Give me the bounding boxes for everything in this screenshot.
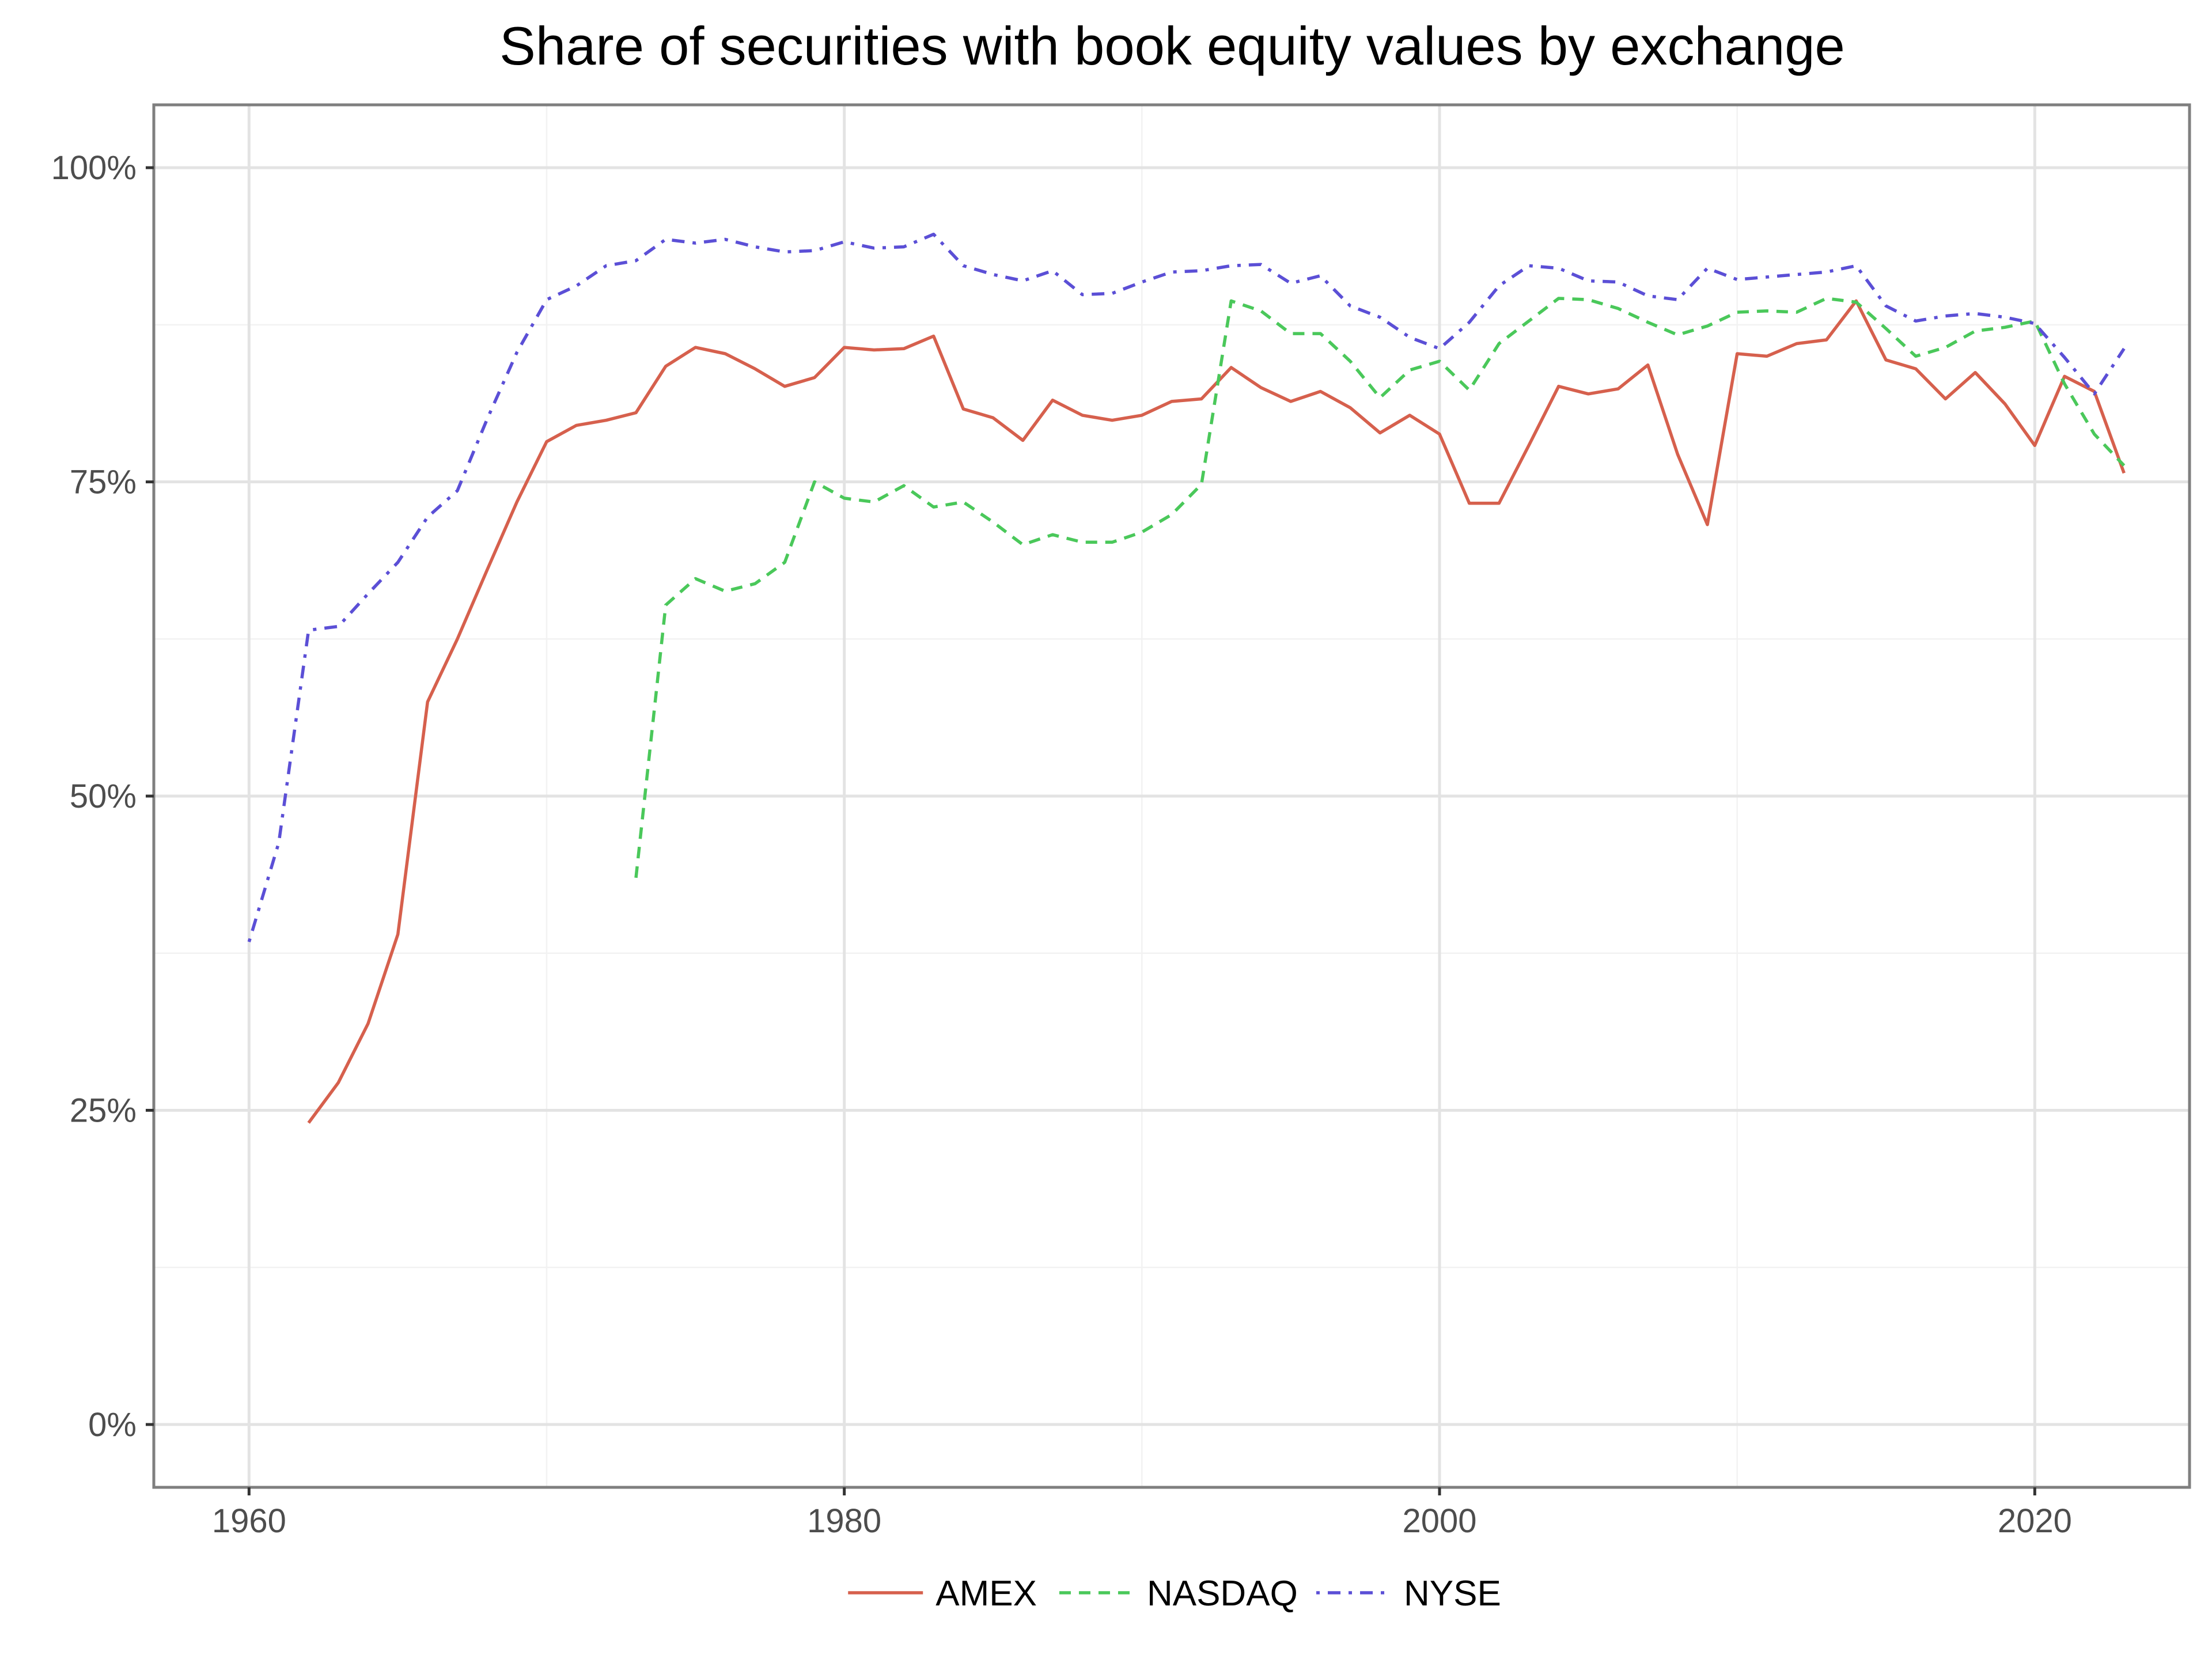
legend-label: NASDAQ — [1147, 1574, 1298, 1613]
axis-layer: 1960 1980 2000 2020 0% 25% 50% 75% 100% — [51, 149, 2072, 1540]
series-line-nasdaq — [634, 297, 2126, 878]
series-layer — [247, 232, 2126, 1124]
x-tick-label: 1980 — [807, 1502, 881, 1540]
y-tick-label: 50% — [70, 778, 137, 815]
series-line-nyse — [247, 232, 2126, 942]
y-tick-label: 25% — [70, 1092, 137, 1129]
y-tick-label: 75% — [70, 464, 137, 501]
y-tick-label: 100% — [51, 149, 137, 187]
x-tick-label: 2000 — [1402, 1502, 1476, 1540]
legend-label: AMEX — [935, 1574, 1037, 1613]
x-tick-label: 2020 — [1998, 1502, 2072, 1540]
x-tick-label: 1960 — [212, 1502, 286, 1540]
grid-major — [154, 105, 2190, 1487]
y-tick-label: 0% — [88, 1406, 137, 1444]
legend-label: NYSE — [1404, 1574, 1501, 1613]
legend: AMEX NASDAQ NYSE — [848, 1574, 1501, 1613]
chart-title: Share of securities with book equity val… — [499, 16, 1845, 76]
